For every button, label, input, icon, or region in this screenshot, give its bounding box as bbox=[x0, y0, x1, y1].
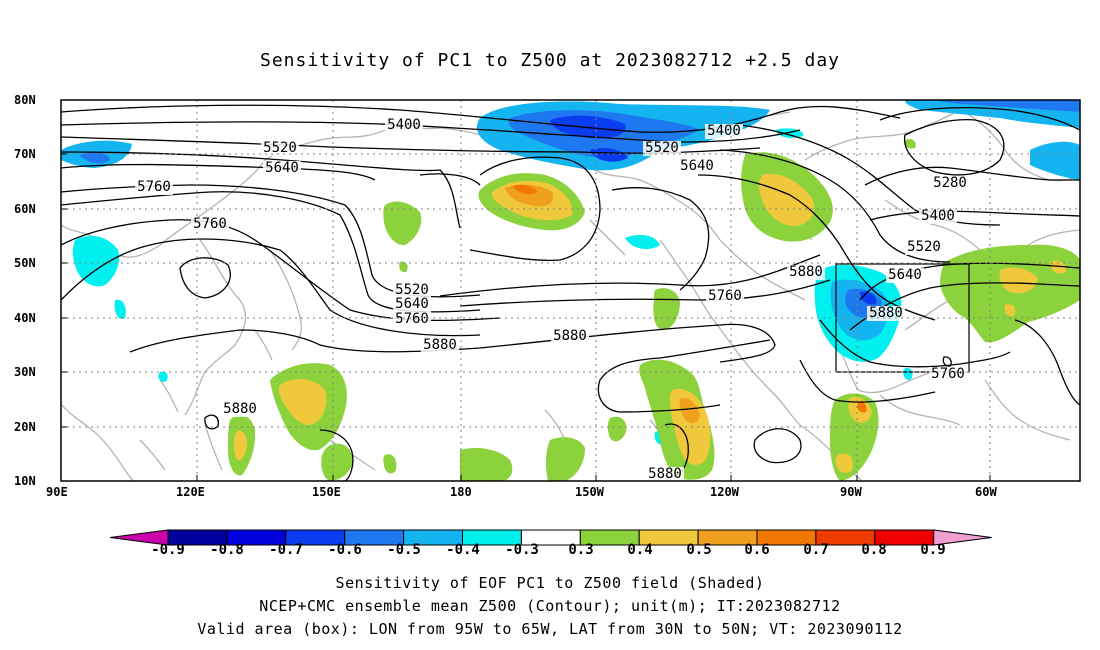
colorbar-label: 0.5 bbox=[686, 542, 712, 558]
contour-label: 5640 bbox=[265, 160, 299, 176]
contour-label: 5760 bbox=[395, 311, 429, 327]
caption-line-1: Sensitivity of EOF PC1 to Z500 field (Sh… bbox=[335, 574, 765, 592]
contour-label: 5640 bbox=[680, 158, 714, 174]
contour-label: 5880 bbox=[423, 337, 457, 353]
contour-label: 5520 bbox=[645, 140, 679, 156]
colorbar-label: -0.4 bbox=[446, 542, 480, 558]
lat-label-70n: 70N bbox=[14, 147, 36, 161]
contour-label: 5880 bbox=[869, 305, 903, 321]
colorbar-label: -0.8 bbox=[210, 542, 244, 558]
contour-label: 5760 bbox=[137, 179, 171, 195]
colorbar-label: 0.8 bbox=[861, 542, 887, 558]
lon-label-120w: 120W bbox=[710, 485, 739, 499]
colorbar-label: 0.6 bbox=[744, 542, 770, 558]
colorbar-label: -0.9 bbox=[151, 542, 185, 558]
contour-label: 5880 bbox=[223, 401, 257, 417]
colorbar-label: -0.3 bbox=[505, 542, 539, 558]
lon-label-90w: 90W bbox=[840, 485, 862, 499]
colorbar-max-arrow bbox=[933, 529, 992, 546]
contour-label: 5400 bbox=[921, 208, 955, 224]
lon-label-90e: 90E bbox=[46, 485, 68, 499]
lon-label-180: 180 bbox=[450, 485, 472, 499]
contour-label: 5880 bbox=[553, 328, 587, 344]
z500-contours bbox=[61, 104, 1080, 481]
lat-label-30n: 30N bbox=[14, 365, 36, 379]
colorbar-label: 0.4 bbox=[627, 542, 653, 558]
lon-label-60w: 60W bbox=[975, 485, 997, 499]
contour-label: 5520 bbox=[907, 239, 941, 255]
colorbar-label: -0.6 bbox=[328, 542, 362, 558]
colorbar bbox=[109, 529, 992, 546]
contour-label: 5520 bbox=[395, 282, 429, 298]
colorbar-label: -0.5 bbox=[387, 542, 421, 558]
contour-label: 5400 bbox=[387, 117, 421, 133]
shaded-sensitivity bbox=[61, 100, 1080, 481]
lat-label-10n: 10N bbox=[14, 474, 36, 488]
lat-label-50n: 50N bbox=[14, 256, 36, 270]
lat-lon-grid bbox=[61, 100, 1080, 481]
lon-label-150e: 150E bbox=[312, 485, 341, 499]
lat-label-40n: 40N bbox=[14, 311, 36, 325]
contour-label: 5760 bbox=[708, 288, 742, 304]
lat-label-80n: 80N bbox=[14, 93, 36, 107]
colorbar-label: 0.9 bbox=[920, 542, 946, 558]
lat-label-60n: 60N bbox=[14, 202, 36, 216]
contour-label: 5520 bbox=[263, 140, 297, 156]
contour-label: 5880 bbox=[789, 264, 823, 280]
caption-line-3: Valid area (box): LON from 95W to 65W, L… bbox=[197, 620, 903, 638]
contour-label: 5760 bbox=[193, 216, 227, 232]
contour-label: 5640 bbox=[395, 296, 429, 312]
contour-label: 5400 bbox=[707, 123, 741, 139]
lon-label-120e: 120E bbox=[176, 485, 205, 499]
lat-label-20n: 20N bbox=[14, 420, 36, 434]
caption-line-2: NCEP+CMC ensemble mean Z500 (Contour); u… bbox=[259, 597, 841, 615]
contour-label: 5640 bbox=[888, 267, 922, 283]
map-frame bbox=[60, 99, 1081, 482]
plot-title: Sensitivity of PC1 to Z500 at 2023082712… bbox=[259, 50, 840, 71]
colorbar-label: -0.7 bbox=[269, 542, 303, 558]
contour-label: 5880 bbox=[648, 466, 682, 482]
contour-label: 5760 bbox=[931, 366, 965, 382]
colorbar-label: 0.3 bbox=[568, 542, 594, 558]
contour-label: 5280 bbox=[933, 175, 967, 191]
colorbar-label: 0.7 bbox=[803, 542, 829, 558]
lon-label-150w: 150W bbox=[575, 485, 604, 499]
